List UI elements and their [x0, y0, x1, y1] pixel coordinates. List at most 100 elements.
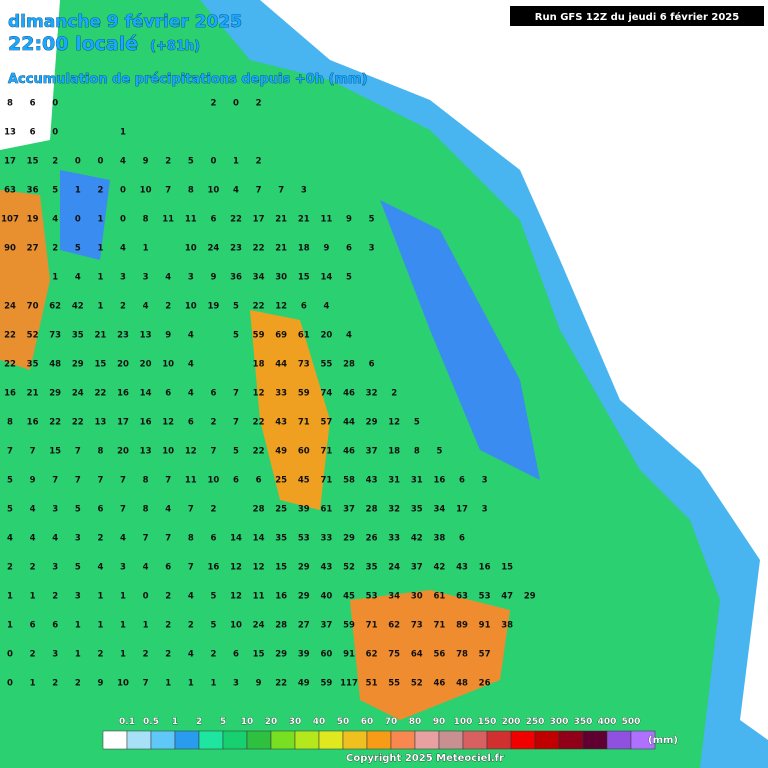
blue-west — [60, 170, 110, 260]
grid-value: 1 — [233, 157, 239, 167]
grid-value: 22 — [230, 215, 242, 225]
grid-value: 6 — [459, 534, 465, 544]
grid-value: 1 — [97, 273, 103, 283]
grid-value: 11 — [185, 476, 197, 486]
grid-value: 8 — [143, 215, 149, 225]
grid-value: 4 — [233, 186, 239, 196]
legend-label: 200 — [502, 717, 521, 727]
legend-swatch — [534, 730, 560, 750]
grid-value: 17 — [4, 157, 16, 167]
grid-value: 36 — [230, 273, 242, 283]
grid-value: 7 — [188, 505, 194, 515]
legend-label: 250 — [526, 717, 545, 727]
grid-value: 6 — [210, 389, 216, 399]
grid-value: 10 — [207, 476, 219, 486]
grid-value: 2 — [97, 186, 103, 196]
grid-value: 21 — [298, 215, 310, 225]
legend-swatch — [582, 730, 608, 750]
grid-value: 33 — [320, 534, 332, 544]
legend-swatch — [222, 730, 248, 750]
grid-value: 4 — [7, 534, 13, 544]
legend-swatch — [150, 730, 176, 750]
grid-value: 55 — [320, 360, 332, 370]
grid-value: 1 — [97, 215, 103, 225]
grid-value: 8 — [7, 99, 13, 109]
grid-value: 20 — [117, 447, 129, 457]
grid-value: 12 — [185, 447, 197, 457]
grid-value: 46 — [343, 447, 355, 457]
time: 22:00 localé — [8, 33, 138, 55]
grid-value: 55 — [388, 679, 400, 689]
grid-value: 37 — [411, 563, 423, 573]
grid-value: 6 — [233, 650, 239, 660]
grid-value: 37 — [366, 447, 378, 457]
grid-value: 2 — [165, 157, 171, 167]
grid-value: 89 — [456, 621, 468, 631]
legend-swatch — [342, 730, 368, 750]
grid-value: 5 — [210, 621, 216, 631]
grid-value: 6 — [301, 302, 307, 312]
grid-value: 33 — [275, 389, 287, 399]
legend-label: 400 — [598, 717, 617, 727]
grid-value: 61 — [320, 505, 332, 515]
legend-label: 2 — [196, 717, 202, 727]
grid-value: 37 — [343, 505, 355, 515]
grid-value: 22 — [4, 331, 16, 341]
grid-value: 5 — [414, 418, 420, 428]
grid-value: 45 — [343, 592, 355, 602]
grid-value: 4 — [188, 331, 194, 341]
grid-value: 0 — [210, 157, 216, 167]
grid-value: 23 — [117, 331, 129, 341]
legend-swatch — [246, 730, 272, 750]
grid-value: 2 — [143, 650, 149, 660]
grid-value: 2 — [30, 563, 36, 573]
grid-value: 8 — [7, 418, 13, 428]
grid-value: 14 — [320, 273, 332, 283]
legend-swatch — [390, 730, 416, 750]
blue-adriatic — [380, 200, 540, 480]
grid-value: 16 — [140, 418, 152, 428]
grid-value: 60 — [298, 447, 310, 457]
grid-value: 25 — [275, 505, 287, 515]
grid-value: 7 — [75, 447, 81, 457]
grid-value: 1 — [188, 679, 194, 689]
grid-value: 0 — [75, 157, 81, 167]
grid-value: 24 — [4, 302, 16, 312]
grid-value: 2 — [391, 389, 397, 399]
grid-value: 4 — [30, 534, 36, 544]
grid-value: 59 — [320, 679, 332, 689]
grid-value: 6 — [459, 476, 465, 486]
grid-value: 14 — [253, 534, 265, 544]
grid-value: 4 — [120, 157, 126, 167]
legend-label: 350 — [574, 717, 593, 727]
grid-value: 15 — [49, 447, 61, 457]
grid-value: 10 — [117, 679, 129, 689]
grid-value: 44 — [343, 418, 355, 428]
grid-value: 73 — [49, 331, 61, 341]
grid-value: 30 — [275, 273, 287, 283]
legend-label: 40 — [313, 717, 326, 727]
grid-value: 6 — [30, 128, 36, 138]
grid-value: 1 — [120, 621, 126, 631]
dry-land — [260, 0, 768, 740]
grid-value: 24 — [72, 389, 84, 399]
grid-value: 3 — [52, 650, 58, 660]
grid-value: 6 — [30, 621, 36, 631]
grid-value: 40 — [320, 592, 332, 602]
grid-value: 29 — [275, 650, 287, 660]
grid-value: 7 — [256, 186, 262, 196]
grid-value: 37 — [320, 621, 332, 631]
lead: (+81h) — [150, 39, 200, 54]
grid-value: 7 — [30, 447, 36, 457]
grid-value: 5 — [436, 447, 442, 457]
grid-value: 15 — [253, 650, 265, 660]
grid-value: 19 — [27, 215, 39, 225]
grid-value: 10 — [185, 244, 197, 254]
grid-value: 22 — [253, 302, 265, 312]
grid-value: 5 — [75, 505, 81, 515]
grid-value: 8 — [188, 186, 194, 196]
grid-value: 13 — [140, 447, 152, 457]
legend-unit: (mm) — [648, 735, 678, 746]
legend-swatch — [630, 730, 656, 750]
